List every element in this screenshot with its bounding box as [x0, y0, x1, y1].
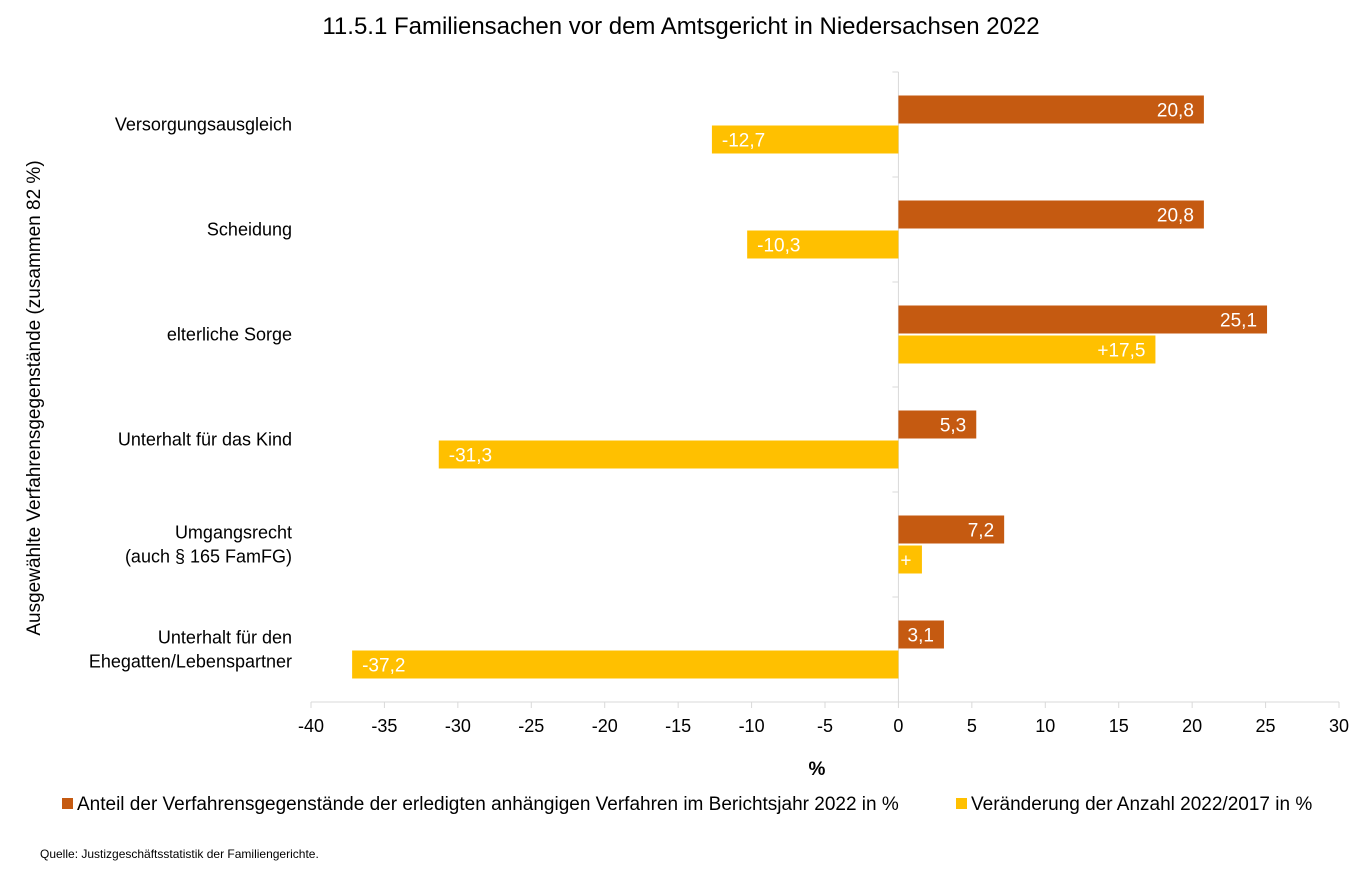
- category-label: (auch § 165 FamFG): [125, 547, 292, 567]
- x-tick-label: -5: [817, 716, 833, 736]
- x-tick-label: -40: [298, 716, 324, 736]
- legend-swatch: [62, 798, 73, 809]
- x-tick-label: 20: [1182, 716, 1202, 736]
- data-label: 25,1: [1220, 311, 1257, 332]
- category-label: Scheidung: [207, 220, 292, 240]
- bar-anteil: [898, 620, 944, 649]
- legend: Anteil der Verfahrensgegenstände der erl…: [62, 794, 1312, 815]
- x-tick-label: -30: [445, 716, 471, 736]
- x-tick-label: -15: [665, 716, 691, 736]
- plot-area: -40 -35 -30 -25 -20 -15 -10 -5 0 5 10 15 20 25 30 Verso…: [89, 71, 1349, 736]
- category-label: Umgangsrecht: [175, 523, 292, 543]
- data-label: +17,5: [1097, 341, 1145, 362]
- bar-veraenderung: [898, 545, 922, 574]
- x-tick-label: -10: [739, 716, 765, 736]
- bar-veraenderung: [438, 440, 899, 469]
- data-label: -37,2: [362, 656, 405, 677]
- category-label: elterliche Sorge: [167, 325, 292, 345]
- x-axis-title: %: [809, 759, 826, 780]
- data-label: 20,8: [1157, 101, 1194, 122]
- x-tick-label: 0: [893, 716, 903, 736]
- legend-swatch: [956, 798, 967, 809]
- chart-title: 11.5.1 Familiensachen vor dem Amtsgerich…: [322, 13, 1039, 40]
- data-label: 20,8: [1157, 206, 1194, 227]
- bar-anteil: [898, 305, 1268, 334]
- category-label: Unterhalt für den: [158, 628, 292, 648]
- bar-veraenderung: [747, 230, 899, 259]
- x-tick-label: 5: [967, 716, 977, 736]
- data-label: -10,3: [757, 236, 800, 257]
- x-tick-label: 25: [1256, 716, 1276, 736]
- legend-label: Anteil der Verfahrensgegenstände der erl…: [77, 794, 899, 815]
- bar-veraenderung: [352, 650, 899, 679]
- x-tick-label: -35: [371, 716, 397, 736]
- x-tick-label: 15: [1109, 716, 1129, 736]
- category-label: Versorgungsausgleich: [115, 115, 292, 135]
- data-label: +: [900, 551, 911, 572]
- bar-anteil: [898, 410, 977, 439]
- y-axis-title: Ausgewählte Verfahrensgegenstände (zusam…: [24, 160, 45, 635]
- x-tick-label: -20: [592, 716, 618, 736]
- data-label: 3,1: [908, 626, 934, 647]
- bar-anteil: [898, 200, 1204, 229]
- category-label: Ehegatten/Lebenspartner: [89, 652, 292, 672]
- x-tick-label: 10: [1035, 716, 1055, 736]
- x-tick-label: -25: [518, 716, 544, 736]
- category-label: Unterhalt für das Kind: [118, 430, 292, 450]
- data-label: 7,2: [968, 521, 994, 542]
- bar-veraenderung: [711, 125, 899, 154]
- bar-veraenderung: [898, 335, 1156, 364]
- bar-anteil: [898, 95, 1204, 124]
- source-note: Quelle: Justizgeschäftsstatistik der Fam…: [40, 847, 319, 861]
- data-label: 5,3: [940, 416, 966, 437]
- bar-anteil: [898, 515, 1005, 544]
- x-tick-label: 30: [1329, 716, 1349, 736]
- legend-label: Veränderung der Anzahl 2022/2017 in %: [971, 794, 1312, 815]
- data-label: -12,7: [722, 131, 765, 152]
- data-label: -31,3: [449, 446, 492, 467]
